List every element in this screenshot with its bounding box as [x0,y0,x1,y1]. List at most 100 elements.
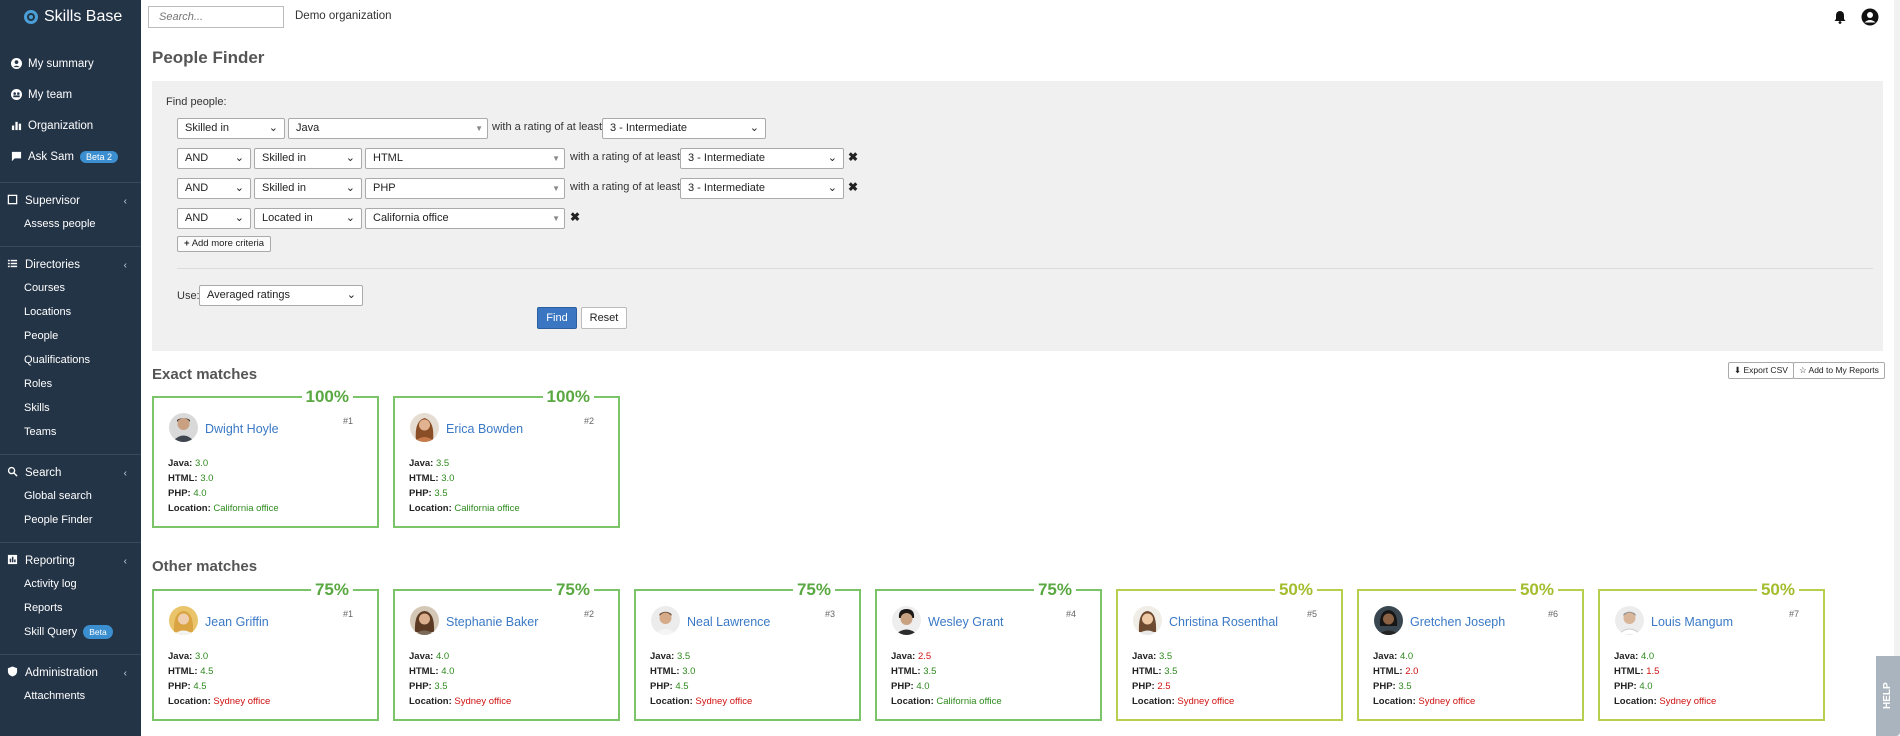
skill-label: HTML: [1132,666,1162,677]
skill-summary: Java: 3.5 HTML: 3.5 PHP: 2.5 Location: S… [1132,649,1234,709]
sidebar-item-organization[interactable]: Organization [0,110,141,141]
criteria-value-select[interactable]: PHP ▼ [365,178,565,199]
export-csv-button[interactable]: ⬇ Export CSV [1728,362,1794,379]
sidebar-item-assess-people[interactable]: Assess people [24,218,96,230]
section-label: Search [25,467,62,479]
search-input[interactable] [148,6,284,28]
organization-name[interactable]: Demo organization [295,10,392,22]
person-name[interactable]: Neal Lawrence [687,615,771,629]
sidebar-item-my-summary[interactable]: My summary [0,48,141,79]
sidebar-item-courses[interactable]: Courses [24,282,65,294]
add-more-criteria-button[interactable]: + Add more criteria [177,236,272,252]
avatar [651,606,680,635]
match-card[interactable]: 75% Neal Lawrence #3 Java: 3.5 HTML: 3.0… [634,580,861,721]
remove-criteria-icon[interactable]: ✖ [570,210,581,224]
sidebar-item-skills[interactable]: Skills [24,402,50,414]
sidebar-section-directories[interactable]: Directories ‹ [0,254,141,276]
select-value: HTML [373,152,403,164]
match-card[interactable]: 50% Louis Mangum #7 Java: 4.0 HTML: 1.5 … [1598,580,1825,721]
sidebar-item-qualifications[interactable]: Qualifications [24,354,91,366]
skill-label: PHP: [650,681,673,692]
sidebar-item-people[interactable]: People [24,330,59,342]
sidebar-item-locations[interactable]: Locations [24,306,72,318]
location-label: Location: [1132,696,1175,707]
match-card[interactable]: 100% Dwight Hoyle #1 Java: 3.0 HTML: 3.0… [152,387,379,528]
rating-select[interactable]: 3 - Intermediate ⌄ [680,178,844,199]
sidebar-section-search[interactable]: Search ‹ [0,462,141,484]
java-value: 2.5 [917,651,932,662]
criteria-operator-select[interactable]: AND ⌄ [177,208,251,229]
criteria-value-select[interactable]: California office ▼ [365,208,565,229]
add-to-reports-button[interactable]: ☆ Add to My Reports [1793,362,1885,379]
skill-label: HTML: [168,473,198,484]
sidebar-section-reporting[interactable]: Reporting ‹ [0,550,141,572]
remove-criteria-icon[interactable]: ✖ [848,150,859,164]
person-name[interactable]: Stephanie Baker [446,615,539,629]
skill-label: PHP: [1614,681,1637,692]
remove-criteria-icon[interactable]: ✖ [848,180,859,194]
sidebar-item-attachments[interactable]: Attachments [24,690,86,702]
criteria-type-select[interactable]: Skilled in ⌄ [254,148,362,169]
criteria-type-select[interactable]: Skilled in ⌄ [254,178,362,199]
rating-select[interactable]: 3 - Intermediate ⌄ [680,148,844,169]
person-name[interactable]: Jean Griffin [205,615,269,629]
bell-icon[interactable] [1834,10,1846,24]
match-card[interactable]: 50% Christina Rosenthal #5 Java: 3.5 HTM… [1116,580,1343,721]
brand-logo[interactable]: Skills Base [0,0,141,34]
match-card[interactable]: 100% Erica Bowden #2 Java: 3.5 HTML: 3.0… [393,387,620,528]
criteria-value-select[interactable]: Java ▼ [288,118,488,139]
sidebar-item-roles[interactable]: Roles [24,378,53,390]
select-value: Skilled in [262,152,307,164]
skill-label: HTML: [409,666,439,677]
sidebar-item-teams[interactable]: Teams [24,426,57,438]
find-button[interactable]: Find [537,307,577,329]
sidebar-section-administration[interactable]: Administration ‹ [0,662,141,684]
person-name[interactable]: Gretchen Joseph [1410,615,1506,629]
php-value: 4.0 [916,681,930,692]
person-name[interactable]: Erica Bowden [446,422,524,436]
rank: #5 [1306,609,1317,619]
scrollbar[interactable] [1894,0,1900,736]
sidebar-item-global-search[interactable]: Global search [24,490,92,502]
html-value: 3.0 [441,473,455,484]
sidebar-item-people-finder[interactable]: People Finder [24,514,93,526]
rank: #1 [342,416,353,426]
sidebar-item-skill-query[interactable]: Skill Query Beta [0,620,141,644]
avatar [892,606,921,635]
report-icon [7,554,19,568]
match-percent: 75% [792,580,835,600]
sidebar-item-activity-log[interactable]: Activity log [24,578,77,590]
criteria-operator-select[interactable]: AND ⌄ [177,178,251,199]
match-card[interactable]: 75% Wesley Grant #4 Java: 2.5 HTML: 3.5 … [875,580,1102,721]
sidebar-section-supervisor[interactable]: Supervisor ‹ [0,190,141,212]
help-tab[interactable]: HELP [1876,656,1900,736]
criteria-type-select[interactable]: Located in ⌄ [254,208,362,229]
person-name[interactable]: Christina Rosenthal [1169,615,1279,629]
person-name[interactable]: Dwight Hoyle [205,422,279,436]
rating-select[interactable]: 3 - Intermediate ⌄ [602,118,766,139]
section-label: Directories [25,259,80,271]
skill-label: PHP: [891,681,914,692]
php-value: 4.5 [675,681,689,692]
sidebar-item-my-team[interactable]: My team [0,79,141,110]
php-value: 4.0 [193,488,207,499]
rating-mode-select[interactable]: Averaged ratings ⌄ [199,285,363,306]
match-card[interactable]: 75% Stephanie Baker #2 Java: 4.0 HTML: 4… [393,580,620,721]
match-card[interactable]: 50% Gretchen Joseph #6 Java: 4.0 HTML: 2… [1357,580,1584,721]
criteria-type-select[interactable]: Skilled in ⌄ [177,118,285,139]
user-avatar-icon[interactable] [1861,8,1879,26]
criteria-operator-select[interactable]: AND ⌄ [177,148,251,169]
html-value: 4.0 [441,666,455,677]
match-percent: 50% [1756,580,1799,600]
sidebar-item-ask-sam[interactable]: Ask Sam Beta 2 [0,141,141,172]
person-name[interactable]: Wesley Grant [928,615,1004,629]
match-card[interactable]: 75% Jean Griffin #1 Java: 3.0 HTML: 4.5 … [152,580,379,721]
reset-button[interactable]: Reset [581,307,627,329]
avatar [410,606,439,635]
select-value: AND [185,212,209,224]
html-value: 2.0 [1405,666,1419,677]
select-value: Skilled in [185,122,230,134]
person-name[interactable]: Louis Mangum [1651,615,1733,629]
criteria-value-select[interactable]: HTML ▼ [365,148,565,169]
sidebar-item-reports[interactable]: Reports [24,602,63,614]
